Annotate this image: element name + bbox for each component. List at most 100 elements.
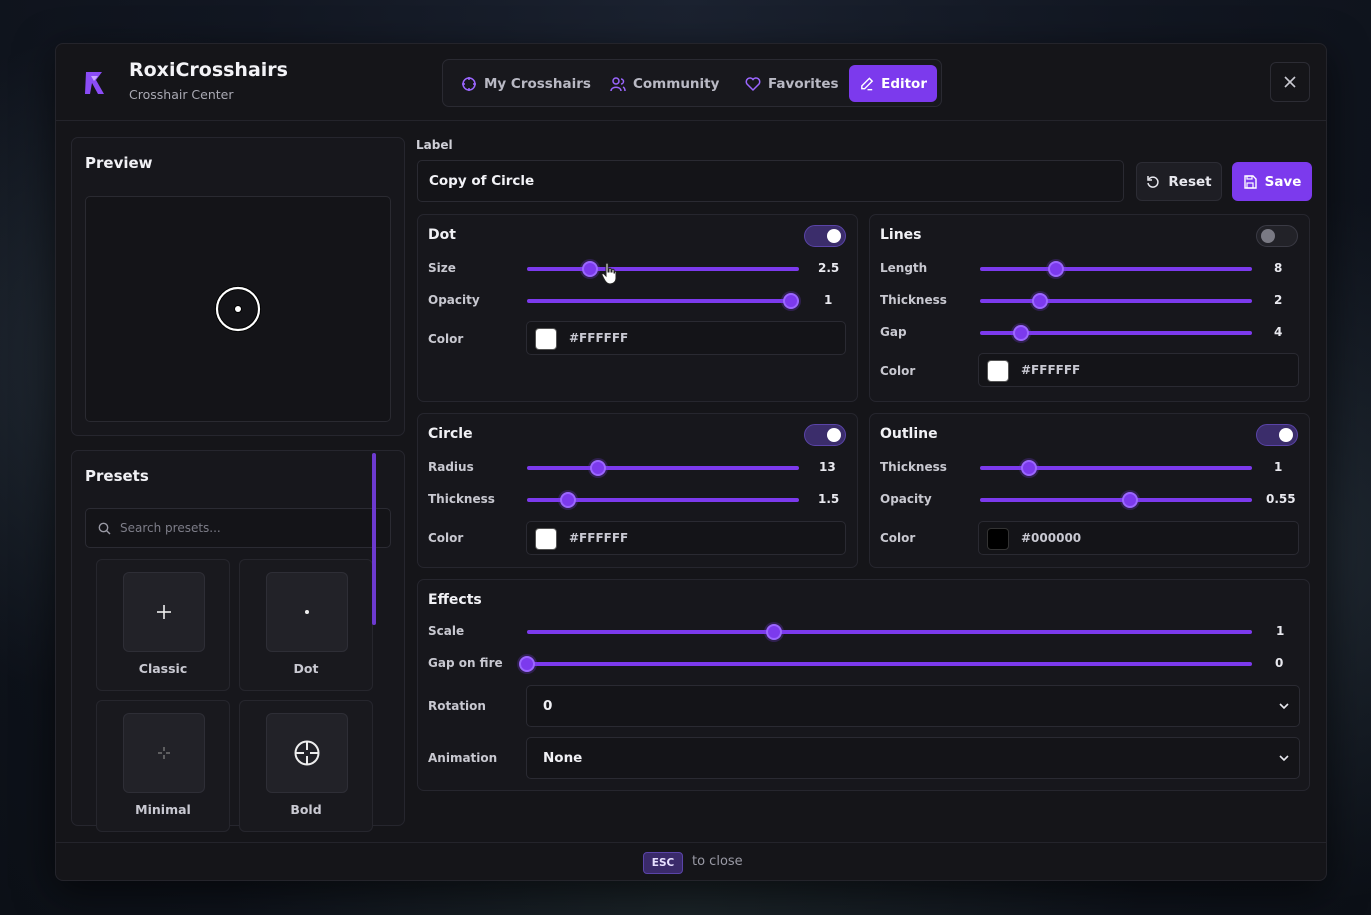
- preset-card-dot[interactable]: Dot: [239, 559, 373, 691]
- reset-label: Reset: [1168, 173, 1212, 190]
- close-button[interactable]: [1270, 62, 1310, 102]
- circle-thickness-value: 1.5: [818, 492, 840, 506]
- mouse-pointer-icon: [601, 262, 617, 285]
- slider-thumb[interactable]: [782, 293, 799, 309]
- color-hex: #FFFFFF: [1021, 363, 1081, 377]
- tab-label: Community: [633, 75, 720, 92]
- dot-opacity-label: Opacity: [428, 293, 480, 307]
- outline-thickness-value: 1: [1274, 460, 1283, 474]
- animation-value: None: [543, 750, 583, 766]
- lines-thickness-slider[interactable]: [980, 293, 1252, 309]
- color-swatch[interactable]: [987, 528, 1009, 550]
- tab-editor[interactable]: Editor: [849, 65, 937, 102]
- slider-thumb[interactable]: [1020, 460, 1037, 476]
- lines-thickness-value: 2: [1274, 293, 1283, 307]
- chevron-down-icon: [1279, 755, 1289, 762]
- slider-thumb[interactable]: [1012, 325, 1029, 341]
- crosshair-preview-icon: [215, 286, 261, 332]
- lines-toggle[interactable]: [1256, 225, 1298, 247]
- preset-card-bold[interactable]: Bold: [239, 700, 373, 832]
- lines-color-field[interactable]: #FFFFFF: [978, 353, 1299, 387]
- tab-label: Editor: [881, 75, 927, 92]
- preset-thumb: [123, 572, 205, 652]
- lines-gap-slider[interactable]: [980, 325, 1252, 341]
- preview-title: Preview: [85, 154, 153, 172]
- preview-canvas: [85, 196, 391, 422]
- effects-gap-value: 0: [1275, 656, 1284, 670]
- preset-label: Minimal: [135, 802, 191, 817]
- outline-thickness-slider[interactable]: [980, 460, 1252, 476]
- preset-label: Dot: [293, 661, 319, 676]
- crosshair-icon: [462, 76, 476, 91]
- lines-length-slider[interactable]: [980, 261, 1252, 277]
- dot-opacity-slider[interactable]: [527, 293, 799, 309]
- outline-toggle[interactable]: [1256, 424, 1298, 446]
- dot-color-field[interactable]: #FFFFFF: [526, 321, 846, 355]
- tab-my-crosshairs[interactable]: My Crosshairs: [451, 65, 601, 102]
- plus-crosshair-icon: [157, 605, 171, 619]
- rotation-value: 0: [543, 698, 553, 714]
- color-swatch[interactable]: [535, 528, 557, 550]
- effects-gap-label: Gap on fire: [428, 656, 503, 670]
- dot-opacity-value: 1: [824, 293, 833, 307]
- effects-scale-value: 1: [1276, 624, 1285, 638]
- color-swatch[interactable]: [535, 328, 557, 350]
- slider-thumb[interactable]: [581, 261, 598, 277]
- lines-length-value: 8: [1274, 261, 1283, 275]
- reset-button[interactable]: Reset: [1136, 162, 1222, 201]
- preset-thumb: [266, 572, 348, 652]
- effects-section: Effects Scale 1 Gap on fire 0 Rotation 0…: [417, 579, 1310, 791]
- outline-color-label: Color: [880, 531, 916, 545]
- slider-thumb[interactable]: [1031, 293, 1048, 309]
- color-hex: #FFFFFF: [569, 331, 629, 345]
- circle-radius-label: Radius: [428, 460, 474, 474]
- color-hex: #000000: [1021, 531, 1082, 545]
- heart-icon: [745, 76, 761, 91]
- label-caption: Label: [416, 138, 453, 152]
- pencil-icon: [861, 76, 874, 90]
- lines-section: Lines Length 8 Thickness 2 Gap 4 Color #…: [869, 214, 1310, 402]
- slider-thumb[interactable]: [589, 460, 606, 476]
- preset-card-minimal[interactable]: Minimal: [96, 700, 230, 832]
- circle-color-label: Color: [428, 531, 464, 545]
- save-button[interactable]: Save: [1232, 162, 1312, 201]
- chevron-down-icon: [1279, 703, 1289, 710]
- color-swatch[interactable]: [987, 360, 1009, 382]
- outline-section: Outline Thickness 1 Opacity 0.55 Color #…: [869, 413, 1310, 568]
- dot-crosshair-icon: [305, 610, 309, 614]
- color-hex: #FFFFFF: [569, 531, 629, 545]
- circle-color-field[interactable]: #FFFFFF: [526, 521, 846, 555]
- effects-gap-slider[interactable]: [519, 656, 1252, 672]
- slider-thumb[interactable]: [1048, 261, 1065, 277]
- preset-thumb: [266, 713, 348, 793]
- circle-radius-slider[interactable]: [527, 460, 799, 476]
- search-input[interactable]: [120, 521, 370, 535]
- animation-select[interactable]: None: [526, 737, 1300, 779]
- dot-size-slider[interactable]: [527, 261, 799, 277]
- save-label: Save: [1264, 173, 1302, 190]
- dot-size-value: 2.5: [818, 261, 840, 275]
- rotation-select[interactable]: 0: [526, 685, 1300, 727]
- effects-scale-slider[interactable]: [527, 624, 1252, 640]
- label-input[interactable]: [417, 160, 1124, 202]
- circle-thickness-slider[interactable]: [527, 492, 799, 508]
- slider-thumb[interactable]: [1121, 492, 1138, 508]
- preset-card-classic[interactable]: Classic: [96, 559, 230, 691]
- close-icon: [1284, 76, 1296, 88]
- lines-thickness-label: Thickness: [880, 293, 947, 307]
- outline-color-field[interactable]: #000000: [978, 521, 1299, 555]
- dot-title: Dot: [428, 227, 456, 243]
- app-logo-icon: [85, 72, 104, 94]
- lines-gap-value: 4: [1274, 325, 1283, 339]
- slider-thumb[interactable]: [559, 492, 576, 508]
- slider-thumb[interactable]: [765, 624, 782, 640]
- presets-scrollbar[interactable]: [372, 453, 376, 625]
- outline-opacity-slider[interactable]: [980, 492, 1252, 508]
- slider-thumb[interactable]: [519, 656, 535, 672]
- circle-radius-value: 13: [819, 460, 836, 474]
- circle-toggle[interactable]: [804, 424, 846, 446]
- tab-favorites[interactable]: Favorites: [735, 65, 849, 102]
- dot-toggle[interactable]: [804, 225, 846, 247]
- tab-community[interactable]: Community: [600, 65, 729, 102]
- reset-icon: [1147, 175, 1160, 188]
